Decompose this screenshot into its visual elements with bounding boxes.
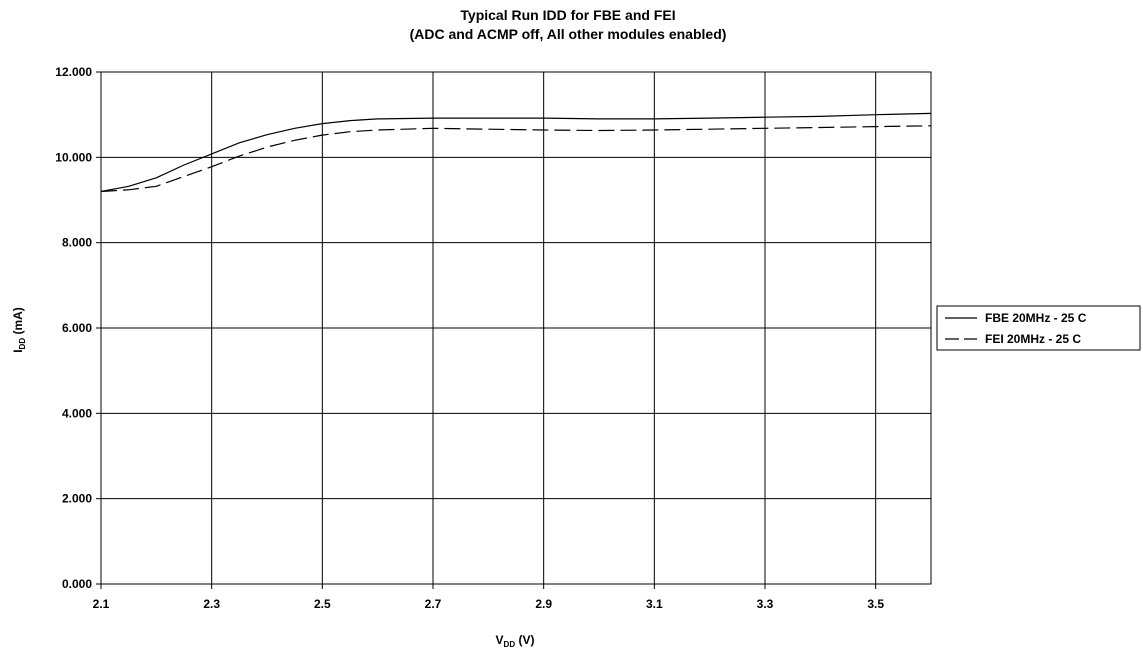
y-axis-label-sub: DD — [18, 338, 27, 350]
y-tick-label: 0.000 — [62, 577, 92, 591]
series-line-fbe — [100, 112, 932, 193]
series-line-fei — [100, 125, 932, 193]
x-axis-label-sub: DD — [504, 640, 516, 649]
x-axis-ticks: 2.1 2.3 2.5 2.7 2.9 3.1 3.3 3.5 — [93, 584, 884, 611]
x-tick-label: 2.1 — [93, 597, 110, 611]
x-tick-label: 2.5 — [314, 597, 331, 611]
y-tick-label: 4.000 — [62, 406, 92, 420]
x-tick-label: 3.1 — [646, 597, 663, 611]
y-tick-label: 12.000 — [55, 65, 92, 79]
y-axis-label: IDD (mA) — [11, 307, 27, 353]
y-tick-label: 10.000 — [55, 150, 92, 164]
x-tick-label: 2.7 — [425, 597, 442, 611]
x-tick-label: 2.3 — [203, 597, 220, 611]
y-axis-label-unit: (mA) — [11, 307, 25, 338]
x-tick-label: 3.5 — [867, 597, 884, 611]
series-layer — [100, 112, 932, 193]
legend: FBE 20MHz - 25 C FEI 20MHz - 25 C — [936, 305, 1141, 351]
legend-label-fbe: FBE 20MHz - 25 C — [985, 311, 1087, 325]
y-tick-label: 2.000 — [62, 492, 92, 506]
x-axis-label-main: V — [496, 633, 504, 647]
legend-box — [936, 305, 1141, 351]
x-axis-label: VDD (V) — [496, 633, 535, 649]
y-tick-label: 6.000 — [62, 321, 92, 335]
y-tick-label: 8.000 — [62, 236, 92, 250]
chart-title: Typical Run IDD for FBE and FEI — [460, 7, 675, 23]
x-tick-label: 2.9 — [535, 597, 552, 611]
y-axis-label-main: I — [11, 349, 25, 352]
chart-subtitle: (ADC and ACMP off, All other modules ena… — [410, 26, 727, 42]
x-axis-label-unit: (V) — [515, 633, 534, 647]
x-tick-label: 3.3 — [757, 597, 774, 611]
grid — [100, 71, 931, 585]
y-axis-ticks: 0.000 2.000 4.000 6.000 8.000 10.000 12.000 — [55, 65, 101, 591]
legend-label-fei: FEI 20MHz - 25 C — [985, 332, 1081, 346]
